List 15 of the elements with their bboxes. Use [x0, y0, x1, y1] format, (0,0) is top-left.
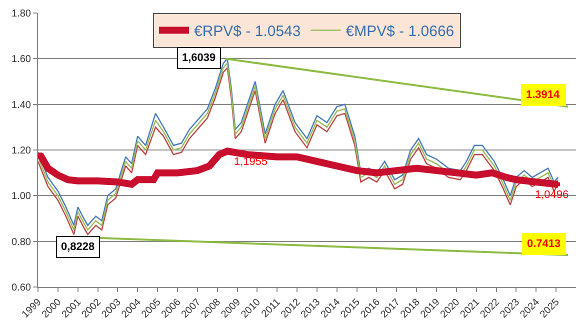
legend-label: €RPV$ - 1.0543 — [194, 23, 301, 40]
y-tick-label: 1.40 — [12, 100, 32, 111]
annotation: 1,6039 — [182, 52, 216, 64]
y-tick-label: 1.20 — [12, 146, 32, 156]
annotation: 1,1955 — [234, 156, 268, 168]
y-tick-label: 1.60 — [12, 54, 32, 66]
annotation: 1,0496 — [535, 189, 569, 201]
annotation: 1.3914 — [526, 89, 561, 101]
annotation: 0.7413 — [527, 238, 561, 250]
annotation: 0,8228 — [61, 241, 95, 253]
y-tick-label: 1.00 — [12, 191, 32, 202]
legend-label: €MPV$ - 1.0666 — [346, 23, 454, 40]
y-tick-label: 0.60 — [12, 282, 32, 294]
y-tick-label: 0.80 — [12, 236, 32, 248]
y-tick-label: 1.80 — [12, 8, 32, 20]
